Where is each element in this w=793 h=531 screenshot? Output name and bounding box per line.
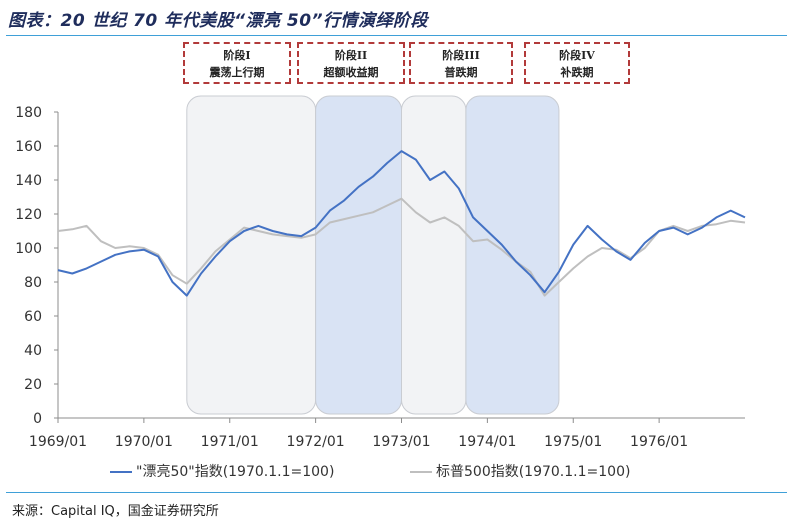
stage-2-desc: 超额收益期 (323, 66, 379, 79)
y-tick-label-100: 100 (15, 241, 42, 257)
x-tick-label-1970/01: 1970/01 (115, 434, 173, 450)
stage-1-name: 阶段I (223, 49, 251, 62)
stage-4-box: 阶段IV 补跌期 (524, 42, 630, 84)
stage-4-name: 阶段IV (559, 49, 595, 62)
stage-band-4 (465, 95, 560, 415)
y-tick-label-60: 60 (24, 309, 42, 325)
bottom-divider (6, 492, 787, 493)
stage-band-2 (315, 95, 402, 415)
stage-2-name: 阶段II (334, 49, 368, 62)
y-tick-label-0: 0 (33, 411, 42, 427)
stage-3-name: 阶段III (442, 49, 480, 62)
stage-3-desc: 普跌期 (444, 66, 478, 79)
x-tick-label-1973/01: 1973/01 (372, 434, 430, 450)
y-tick-label-20: 20 (24, 377, 42, 393)
x-tick-label-1976/01: 1976/01 (630, 434, 688, 450)
series-line-beautiful50 (57, 150, 746, 297)
y-tick-label-40: 40 (24, 343, 42, 359)
x-tick-label-1972/01: 1972/01 (287, 434, 345, 450)
x-tick-label-1971/01: 1971/01 (201, 434, 259, 450)
top-divider (6, 35, 787, 36)
legend-swatch-sp500 (410, 471, 432, 473)
y-tick-label-80: 80 (24, 275, 42, 291)
legend-item-sp500: 标普500指数(1970.1.1=100) (410, 461, 630, 481)
legend-label-beautiful50: "漂亮50"指数(1970.1.1=100) (136, 464, 335, 480)
x-tick-label-1975/01: 1975/01 (544, 434, 602, 450)
x-tick-label-1974/01: 1974/01 (458, 434, 516, 450)
stage-3-box: 阶段III 普跌期 (409, 42, 513, 84)
y-tick-label-120: 120 (15, 207, 42, 223)
stage-band-1 (186, 95, 317, 415)
chart-title: 图表：20 世纪 70 年代美股“漂亮 50”行情演绎阶段 (8, 11, 429, 31)
series-line-sp500 (57, 197, 746, 297)
x-tick-label-1969/01: 1969/01 (29, 434, 87, 450)
legend-swatch-beautiful50 (110, 471, 132, 473)
stage-1-desc: 震荡上行期 (209, 66, 265, 79)
stage-2-box: 阶段II 超额收益期 (297, 42, 405, 84)
y-tick-label-140: 140 (15, 173, 42, 189)
legend-label-sp500: 标普500指数(1970.1.1=100) (436, 464, 631, 480)
stage-4-desc: 补跌期 (560, 66, 594, 79)
legend-item-beautiful50: "漂亮50"指数(1970.1.1=100) (110, 461, 334, 481)
source-note: 来源：Capital IQ，国金证券研究所 (12, 504, 219, 519)
stage-band-3 (401, 95, 467, 415)
y-tick-label-160: 160 (15, 139, 42, 155)
y-tick-label-180: 180 (15, 105, 42, 121)
stage-1-box: 阶段I 震荡上行期 (183, 42, 291, 84)
